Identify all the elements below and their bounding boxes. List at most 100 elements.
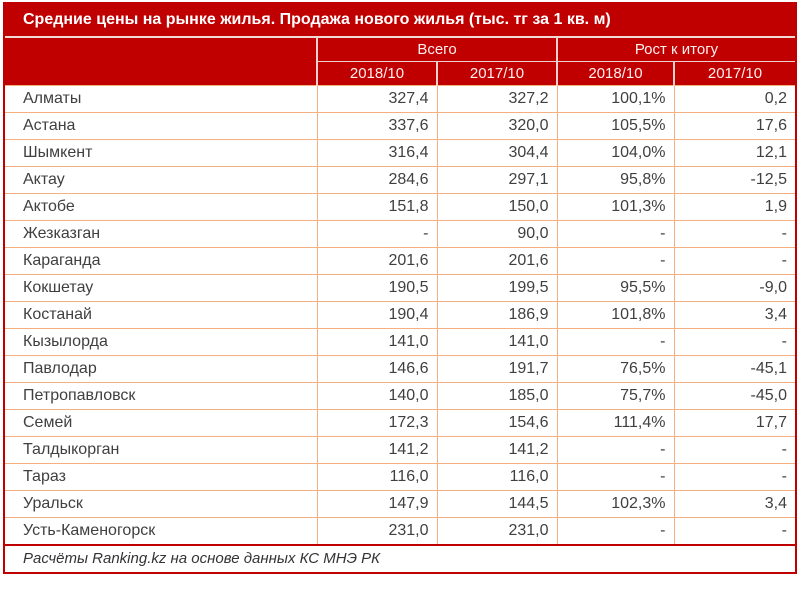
- value-cell: 0,2: [673, 85, 795, 113]
- subheader-growth-2018-10: 2018/10: [556, 61, 674, 86]
- value-cell: 154,6: [436, 409, 557, 437]
- subheader-growth-2017-10: 2017/10: [673, 61, 795, 86]
- value-cell: 17,6: [673, 112, 795, 140]
- city-cell: Тараз: [5, 463, 317, 491]
- city-cell: Петропавловск: [5, 382, 317, 410]
- value-cell: 320,0: [436, 112, 557, 140]
- table-row: Петропавловск 140,0 185,0 75,7% -45,0: [5, 382, 795, 410]
- table-row: Павлодар 146,6 191,7 76,5% -45,1: [5, 355, 795, 383]
- table-row: Тараз 116,0 116,0- -: [5, 463, 795, 491]
- city-cell: Актобе: [5, 193, 317, 221]
- value-cell: 199,5: [436, 274, 557, 302]
- value-cell: 141,2: [316, 436, 437, 464]
- value-cell: 12,1: [673, 139, 795, 167]
- value-cell: 327,4: [316, 85, 437, 113]
- city-cell: Жезказган: [5, 220, 317, 248]
- value-cell: 75,7%: [556, 382, 674, 410]
- value-cell: -: [673, 517, 795, 545]
- value-cell: 144,5: [436, 490, 557, 518]
- table-row: Талдыкорган 141,2 141,2- -: [5, 436, 795, 464]
- price-table: Средние цены на рынке жилья. Продажа нов…: [3, 2, 797, 574]
- city-column-header: [5, 37, 317, 62]
- housing-prices-table: Средние цены на рынке жилья. Продажа нов…: [5, 4, 795, 572]
- value-cell: -: [556, 220, 674, 248]
- value-cell: 105,5%: [556, 112, 674, 140]
- value-cell: 1,9: [673, 193, 795, 221]
- city-cell: Усть-Каменогорск: [5, 517, 317, 545]
- table-row: Кызылорда 141,0 141,0- -: [5, 328, 795, 356]
- city-cell: Алматы: [5, 85, 317, 113]
- value-cell: 95,8%: [556, 166, 674, 194]
- table-row: Актау 284,6 297,1 95,8% -12,5: [5, 166, 795, 194]
- table-row: Астана 337,6 320,0 105,5% 17,6: [5, 112, 795, 140]
- value-cell: 190,5: [316, 274, 437, 302]
- value-cell: 150,0: [436, 193, 557, 221]
- value-cell: 151,8: [316, 193, 437, 221]
- value-cell: -45,0: [673, 382, 795, 410]
- value-cell: 141,0: [316, 328, 437, 356]
- value-cell: -: [556, 463, 674, 491]
- value-cell: 3,4: [673, 490, 795, 518]
- value-cell: 304,4: [436, 139, 557, 167]
- sub-header-row: 2018/10 2017/10 2018/10 2017/10: [5, 61, 795, 86]
- value-cell: 316,4: [316, 139, 437, 167]
- value-cell: 17,7: [673, 409, 795, 437]
- value-cell: 141,2: [436, 436, 557, 464]
- table-body: Алматы 327,4 327,2 100,1% 0,2 Астана 337,6 320,…: [5, 85, 795, 545]
- value-cell: 116,0: [316, 463, 437, 491]
- table-row: Кокшетау 190,5 199,5 95,5% -9,0: [5, 274, 795, 302]
- table-row: Уральск 147,9 144,5 102,3% 3,4: [5, 490, 795, 518]
- value-cell: 284,6: [316, 166, 437, 194]
- city-cell: Кокшетау: [5, 274, 317, 302]
- value-cell: 186,9: [436, 301, 557, 329]
- value-cell: 95,5%: [556, 274, 674, 302]
- city-cell: Актау: [5, 166, 317, 194]
- value-cell: 201,6: [436, 247, 557, 275]
- city-cell: Уральск: [5, 490, 317, 518]
- value-cell: 116,0: [436, 463, 557, 491]
- value-cell: -45,1: [673, 355, 795, 383]
- subheader-total-2018-10: 2018/10: [316, 61, 437, 86]
- value-cell: 141,0: [436, 328, 557, 356]
- city-cell: Семей: [5, 409, 317, 437]
- table-row: Усть-Каменогорск 231,0 231,0- -: [5, 517, 795, 545]
- value-cell: -: [673, 328, 795, 356]
- value-cell: 100,1%: [556, 85, 674, 113]
- value-cell: -9,0: [673, 274, 795, 302]
- value-cell: 147,9: [316, 490, 437, 518]
- table-row: Жезказган -90,0- -: [5, 220, 795, 248]
- value-cell: 101,8%: [556, 301, 674, 329]
- subheader-total-2017-10: 2017/10: [436, 61, 557, 86]
- value-cell: 231,0: [436, 517, 557, 545]
- value-cell: -: [316, 220, 437, 248]
- col-group-total: Всего: [316, 37, 557, 62]
- city-cell: Астана: [5, 112, 317, 140]
- value-cell: 146,6: [316, 355, 437, 383]
- value-cell: 104,0%: [556, 139, 674, 167]
- table-title: Средние цены на рынке жилья. Продажа нов…: [5, 4, 795, 38]
- city-column-subheader: [5, 61, 317, 86]
- city-cell: Павлодар: [5, 355, 317, 383]
- value-cell: 231,0: [316, 517, 437, 545]
- value-cell: 3,4: [673, 301, 795, 329]
- value-cell: 111,4%: [556, 409, 674, 437]
- table-row: Костанай 190,4 186,9 101,8% 3,4: [5, 301, 795, 329]
- value-cell: 76,5%: [556, 355, 674, 383]
- table-footnote: Расчёты Ranking.kz на основе данных КС М…: [5, 544, 795, 572]
- value-cell: 190,4: [316, 301, 437, 329]
- value-cell: 297,1: [436, 166, 557, 194]
- value-cell: 337,6: [316, 112, 437, 140]
- column-group-row: Всего Рост к итогу: [5, 37, 795, 62]
- value-cell: 185,0: [436, 382, 557, 410]
- value-cell: 327,2: [436, 85, 557, 113]
- city-cell: Караганда: [5, 247, 317, 275]
- value-cell: 90,0: [436, 220, 557, 248]
- table-row: Семей 172,3 154,6 111,4% 17,7: [5, 409, 795, 437]
- value-cell: -: [556, 328, 674, 356]
- value-cell: -: [673, 463, 795, 491]
- col-group-growth: Рост к итогу: [556, 37, 795, 62]
- table-row: Шымкент 316,4 304,4 104,0% 12,1: [5, 139, 795, 167]
- value-cell: -: [556, 517, 674, 545]
- value-cell: -: [556, 436, 674, 464]
- value-cell: 201,6: [316, 247, 437, 275]
